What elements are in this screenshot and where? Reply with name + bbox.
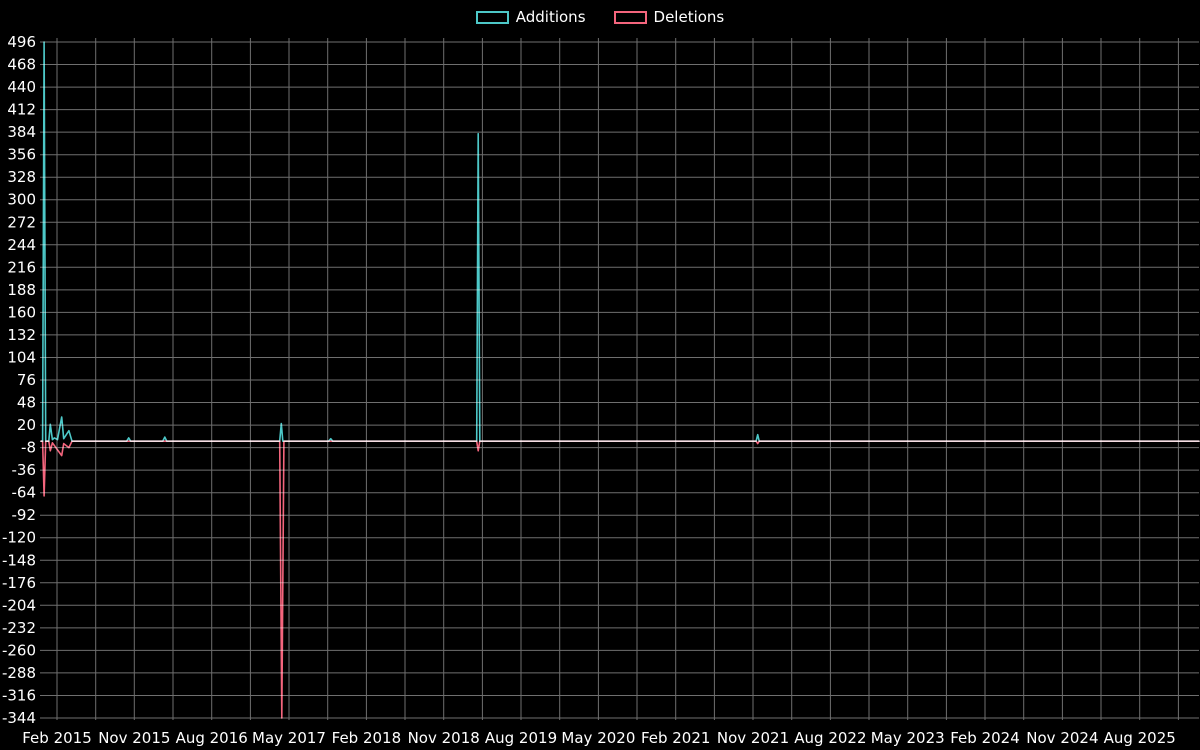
y-axis-tick-label: 48 xyxy=(17,394,36,412)
axis-labels: 496 468 440 412 384 356 328 300 272 244 216 188 160 1… xyxy=(2,33,1176,747)
y-axis-tick-label: -176 xyxy=(2,574,36,592)
x-axis-tick-label: Nov 2021 xyxy=(717,729,789,747)
x-axis-tick-label: Feb 2018 xyxy=(332,729,402,747)
x-axis-tick-label: Nov 2024 xyxy=(1026,729,1098,747)
y-axis-tick-label: -120 xyxy=(2,529,36,547)
y-axis-tick-label: 440 xyxy=(7,78,36,96)
legend-label-additions: Additions xyxy=(515,8,586,26)
y-axis-tick-label: 272 xyxy=(7,213,36,231)
deletions-line xyxy=(40,440,1200,719)
x-axis-tick-label: Feb 2024 xyxy=(950,729,1020,747)
x-axis-tick-label: May 2017 xyxy=(252,729,326,747)
y-axis-tick-label: 216 xyxy=(7,258,36,276)
y-axis-tick-label: 20 xyxy=(17,416,36,434)
x-axis-tick-label: May 2020 xyxy=(561,729,635,747)
y-axis-tick-label: -92 xyxy=(12,506,37,524)
x-axis-tick-label: Aug 2022 xyxy=(794,729,866,747)
y-axis-tick-label: 412 xyxy=(7,101,36,119)
x-axis-tick-label: Aug 2025 xyxy=(1104,729,1176,747)
chart-legend: Additions Deletions xyxy=(0,8,1200,26)
y-axis-tick-label: 384 xyxy=(7,123,36,141)
x-axis-tick-label: Nov 2018 xyxy=(408,729,480,747)
deletions-swatch-icon xyxy=(613,10,647,24)
legend-label-deletions: Deletions xyxy=(653,8,725,26)
y-axis-tick-label: -316 xyxy=(2,687,36,705)
x-axis-tick-label: Aug 2019 xyxy=(485,729,557,747)
y-axis-tick-label: 300 xyxy=(7,191,36,209)
y-axis-tick-label: 104 xyxy=(7,349,36,367)
x-axis-tick-label: Aug 2016 xyxy=(176,729,248,747)
x-axis-tick-label: May 2023 xyxy=(871,729,945,747)
y-axis-tick-label: 356 xyxy=(7,146,36,164)
additions-line xyxy=(40,41,1200,443)
y-axis-tick-label: 132 xyxy=(7,326,36,344)
y-axis-tick-label: 188 xyxy=(7,281,36,299)
y-axis-tick-label: 496 xyxy=(7,33,36,51)
y-axis-tick-label: 76 xyxy=(17,371,36,389)
y-axis-tick-label: -36 xyxy=(12,461,37,479)
y-axis-tick-label: -204 xyxy=(2,596,36,614)
x-axis-tick-label: Nov 2015 xyxy=(98,729,170,747)
y-axis-tick-label: 468 xyxy=(7,56,36,74)
y-axis-tick-label: -288 xyxy=(2,664,36,682)
y-axis-tick-label: -344 xyxy=(2,709,36,727)
y-axis-tick-label: 328 xyxy=(7,168,36,186)
legend-item-deletions[interactable]: Deletions xyxy=(613,8,725,26)
additions-swatch-icon xyxy=(475,10,509,24)
series-lines xyxy=(40,41,1200,719)
y-axis-tick-label: 244 xyxy=(7,236,36,254)
x-axis-tick-label: Feb 2021 xyxy=(641,729,711,747)
y-axis-tick-label: -64 xyxy=(12,484,37,502)
y-axis-tick-label: -8 xyxy=(21,439,36,457)
legend-item-additions[interactable]: Additions xyxy=(475,8,586,26)
gridlines xyxy=(40,38,1199,720)
y-axis-tick-label: -260 xyxy=(2,641,36,659)
x-axis-tick-label: Feb 2015 xyxy=(22,729,92,747)
y-axis-tick-label: 160 xyxy=(7,303,36,321)
y-axis-tick-label: -232 xyxy=(2,619,36,637)
y-axis-tick-label: -148 xyxy=(2,551,36,569)
